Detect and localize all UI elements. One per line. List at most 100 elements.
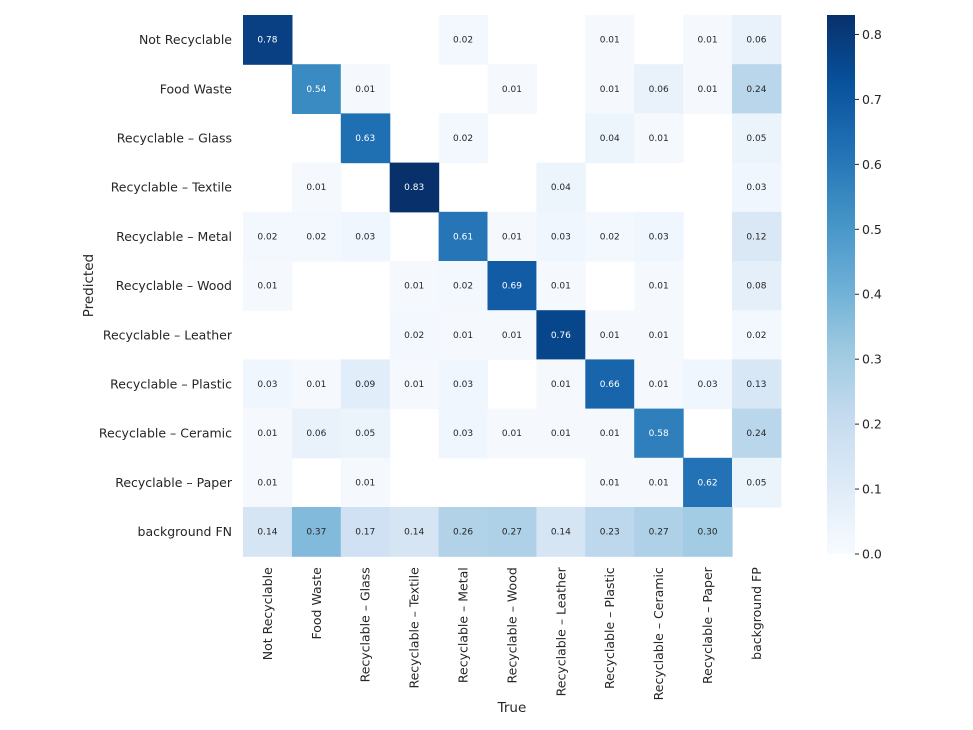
cell-value-label: 0.01 xyxy=(551,380,571,390)
heatmap-cell xyxy=(389,507,440,557)
colorbar-ticks: 0.0 0.1 0.2 0.3 0.4 0.5 0.6 0.7 0.8 xyxy=(855,27,882,562)
heatmap-cell xyxy=(340,457,391,508)
cell-value-label: 0.01 xyxy=(355,85,375,95)
cell-value-label: 0.02 xyxy=(257,232,277,242)
x-tick-label: Recyclable – Paper xyxy=(700,566,715,684)
heatmap-cell xyxy=(291,162,342,213)
heatmap-cell xyxy=(438,211,489,262)
heatmap-cell xyxy=(585,359,635,410)
heatmap-cell xyxy=(438,359,489,410)
cell-value-label: 0.37 xyxy=(306,528,326,538)
cell-value-label: 0.69 xyxy=(502,282,522,292)
cell-value-label: 0.01 xyxy=(257,478,277,488)
colorbar-tick-label: 0.3 xyxy=(862,352,882,367)
cell-value-label: 0.03 xyxy=(355,232,375,242)
cell-value-label: 0.01 xyxy=(502,232,522,242)
heatmap-cell xyxy=(732,64,782,114)
heatmap-cell xyxy=(389,310,440,360)
cell-value-label: 0.06 xyxy=(306,429,326,439)
cell-value-label: 0.02 xyxy=(453,282,473,292)
heatmap-cell xyxy=(536,507,586,557)
cell-value-label: 0.14 xyxy=(404,528,424,538)
colorbar-tick-label: 0.2 xyxy=(862,417,882,432)
cell-value-label: 0.01 xyxy=(649,331,669,341)
heatmap-cell xyxy=(585,507,635,557)
x-tick-label: Recyclable – Wood xyxy=(504,567,519,683)
cell-value-label: 0.02 xyxy=(453,36,473,46)
cell-value-label: 0.54 xyxy=(306,85,326,95)
heatmap-cell xyxy=(243,15,293,65)
heatmap-cell xyxy=(243,457,293,508)
cell-value-label: 0.06 xyxy=(649,85,669,95)
heatmap-cell xyxy=(340,211,391,262)
heatmap-cell xyxy=(585,457,635,508)
cell-value-label: 0.76 xyxy=(551,331,571,341)
y-tick-label: Recyclable – Metal xyxy=(116,229,232,244)
heatmap-cell xyxy=(438,507,489,557)
cell-value-label: 0.05 xyxy=(746,134,766,144)
cell-value-label: 0.06 xyxy=(746,36,766,46)
heatmap-cell xyxy=(438,261,489,311)
cell-value-label: 0.03 xyxy=(551,232,571,242)
heatmap-cell xyxy=(291,211,342,262)
heatmap-cell xyxy=(340,359,391,410)
heatmap-cell xyxy=(243,408,293,459)
x-tick-label: Recyclable – Plastic xyxy=(602,567,617,689)
heatmap-cell xyxy=(536,359,586,410)
cell-value-label: 0.01 xyxy=(306,380,326,390)
cell-value-label: 0.01 xyxy=(502,331,522,341)
cell-value-label: 0.63 xyxy=(355,134,375,144)
colorbar-tick-label: 0.8 xyxy=(862,27,882,42)
cell-value-label: 0.27 xyxy=(649,528,669,538)
y-tick-label: Recyclable – Ceramic xyxy=(99,426,232,441)
cell-value-label: 0.01 xyxy=(453,331,473,341)
cell-value-label: 0.66 xyxy=(600,380,620,390)
cell-value-label: 0.26 xyxy=(453,528,473,538)
cell-value-label: 0.03 xyxy=(257,380,277,390)
y-tick-label: Recyclable – Plastic xyxy=(110,377,232,392)
cell-value-label: 0.01 xyxy=(649,478,669,488)
heatmap-cell xyxy=(536,310,586,360)
cell-value-label: 0.02 xyxy=(600,232,620,242)
x-tick-label: Recyclable – Leather xyxy=(553,566,568,696)
colorbar-tick-label: 0.5 xyxy=(862,222,882,237)
heatmap-cell xyxy=(438,408,489,459)
cell-value-label: 0.05 xyxy=(355,429,375,439)
heatmap-cells: 0.78 0.02 0.01 0.01 0.06 0.54 0.01 0.01 0.01 0.06… xyxy=(243,15,782,557)
heatmap-cell xyxy=(536,408,586,459)
cell-value-label: 0.03 xyxy=(453,429,473,439)
cell-value-label: 0.09 xyxy=(355,380,375,390)
cell-value-label: 0.30 xyxy=(698,528,718,538)
heatmap-cell xyxy=(291,64,342,114)
heatmap-cell xyxy=(291,359,342,410)
heatmap-cell xyxy=(438,113,489,164)
cell-value-label: 0.03 xyxy=(453,380,473,390)
heatmap-cell xyxy=(585,310,635,360)
cell-value-label: 0.01 xyxy=(306,183,326,193)
y-tick-label: Recyclable – Leather xyxy=(103,327,233,342)
cell-value-label: 0.02 xyxy=(746,331,766,341)
heatmap-cell xyxy=(683,457,733,508)
cell-value-label: 0.02 xyxy=(306,232,326,242)
y-tick-label: Not Recyclable xyxy=(139,32,232,47)
cell-value-label: 0.01 xyxy=(600,429,620,439)
colorbar-tick-label: 0.7 xyxy=(862,92,882,107)
cell-value-label: 0.01 xyxy=(502,429,522,439)
heatmap-cell xyxy=(585,408,635,459)
heatmap-cell xyxy=(585,113,635,164)
heatmap-cell xyxy=(732,15,782,65)
x-tick-label: Food Waste xyxy=(309,567,324,640)
heatmap-cell xyxy=(585,64,635,114)
heatmap-cell xyxy=(438,15,489,65)
cell-value-label: 0.01 xyxy=(649,282,669,292)
cell-value-label: 0.01 xyxy=(698,85,718,95)
y-tick-label: background FN xyxy=(138,524,232,539)
cell-value-label: 0.61 xyxy=(453,232,473,242)
cell-value-label: 0.24 xyxy=(746,429,766,439)
heatmap-cell xyxy=(536,261,586,311)
cell-value-label: 0.13 xyxy=(746,380,766,390)
cell-value-label: 0.04 xyxy=(551,183,571,193)
heatmap-cell xyxy=(634,211,684,262)
cell-value-label: 0.01 xyxy=(649,134,669,144)
colorbar-tick-label: 0.1 xyxy=(862,482,882,497)
